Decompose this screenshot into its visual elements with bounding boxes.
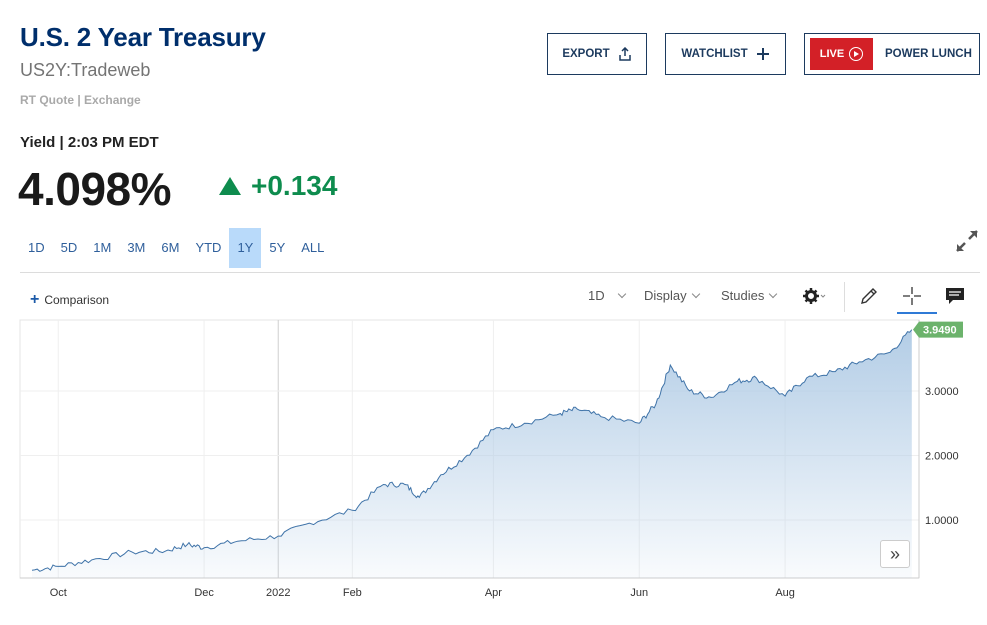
chevron-down-icon (617, 289, 626, 299)
quote-source: RT Quote | Exchange (20, 93, 141, 107)
plus-icon: + (30, 291, 40, 308)
export-button[interactable]: EXPORT (547, 33, 647, 75)
gear-icon[interactable] (801, 283, 827, 309)
chevron-down-icon (769, 289, 778, 299)
range-tab-all[interactable]: ALL (301, 240, 325, 255)
y-tick-label: 1.0000 (925, 515, 959, 527)
divider (20, 272, 980, 273)
range-tab-ytd[interactable]: YTD (195, 240, 222, 255)
studies-dropdown[interactable]: Studies (721, 288, 778, 303)
y-tick-label: 3.0000 (925, 386, 959, 398)
y-tick-label: 2.0000 (925, 450, 959, 462)
scroll-right-button[interactable]: » (880, 540, 910, 568)
up-arrow-icon (219, 177, 241, 195)
plus-icon (756, 47, 770, 61)
last-value-badge: 3.9490 (913, 321, 963, 338)
range-tab-5y[interactable]: 5Y (269, 240, 286, 255)
chevron-down-icon (691, 289, 700, 299)
pencil-icon[interactable] (856, 283, 882, 309)
live-label: LIVE (819, 48, 845, 60)
x-tick-label: Dec (194, 587, 214, 599)
range-tab-6m[interactable]: 6M (161, 240, 180, 255)
range-tab-1d[interactable]: 1D (28, 240, 45, 255)
toolbar-separator (844, 282, 845, 312)
double-chevron-right-icon: » (889, 543, 900, 564)
yield-change: +0.134 (219, 170, 337, 202)
range-tab-5d[interactable]: 5D (60, 240, 78, 255)
crosshair-icon[interactable] (899, 283, 925, 309)
studies-label: Studies (721, 288, 765, 303)
range-tab-1m[interactable]: 1M (93, 240, 112, 255)
watchlist-label: WATCHLIST (681, 48, 748, 60)
power-lunch-live-button[interactable]: LIVE POWER LUNCH (804, 33, 980, 75)
last-value-label: 3.9490 (923, 325, 957, 337)
power-lunch-label: POWER LUNCH (885, 48, 972, 60)
yield-price: 4.098% (18, 163, 172, 215)
play-icon (849, 47, 864, 61)
x-tick-label: Feb (343, 587, 362, 599)
page-title: U.S. 2 Year Treasury (20, 22, 266, 52)
share-icon (618, 47, 632, 61)
x-tick-label: Apr (485, 587, 502, 599)
interval-dropdown[interactable]: 1D (588, 288, 626, 303)
range-tab-3m[interactable]: 3M (127, 240, 146, 255)
change-value: +0.134 (251, 170, 338, 201)
comment-icon[interactable] (942, 283, 968, 309)
comparison-label: Comparison (44, 293, 110, 307)
x-tick-label: Jun (630, 587, 648, 599)
display-label: Display (644, 288, 687, 303)
yield-chart[interactable]: Oct Dec 2022 Feb Apr Jun Aug 1.0000 2.0000 3.0000… (0, 316, 987, 616)
comparison-button[interactable]: + Comparison (30, 291, 109, 309)
yield-line (31, 329, 913, 572)
display-dropdown[interactable]: Display (644, 288, 700, 303)
yield-timestamp: Yield | 2:03 PM EDT (20, 134, 159, 151)
yield-area (32, 329, 912, 578)
active-tool-indicator (897, 312, 937, 314)
live-badge: LIVE (810, 38, 873, 70)
interval-label: 1D (588, 288, 605, 303)
range-tab-1y[interactable]: 1Y (229, 228, 262, 268)
x-tick-label: 2022 (266, 587, 290, 599)
export-label: EXPORT (562, 48, 610, 60)
x-tick-label: Oct (50, 587, 67, 599)
expand-icon[interactable] (953, 227, 981, 255)
ticker-symbol: US2Y:Tradeweb (20, 60, 151, 80)
watchlist-button[interactable]: WATCHLIST (665, 33, 786, 75)
x-tick-label: Aug (775, 587, 795, 599)
time-range-tabs: 1D 5D 1M 3M 6M YTD 1Y 5Y ALL (20, 228, 332, 268)
